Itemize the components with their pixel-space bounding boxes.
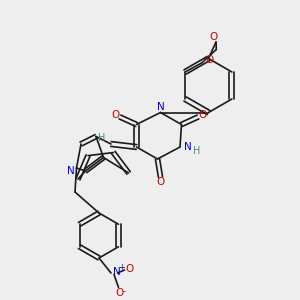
Text: O: O	[156, 177, 165, 188]
Text: O: O	[198, 110, 207, 121]
Text: N: N	[157, 101, 164, 112]
Text: O: O	[126, 263, 134, 274]
Text: N: N	[67, 166, 74, 176]
Text: +: +	[118, 263, 125, 272]
Text: N: N	[184, 142, 191, 152]
Text: O: O	[209, 32, 217, 43]
Text: H: H	[193, 146, 200, 156]
Text: N: N	[113, 267, 121, 277]
Text: H: H	[98, 133, 106, 143]
Text: O: O	[205, 55, 213, 65]
Text: O: O	[115, 288, 124, 298]
Text: -: -	[123, 287, 126, 296]
Text: O: O	[111, 110, 120, 121]
